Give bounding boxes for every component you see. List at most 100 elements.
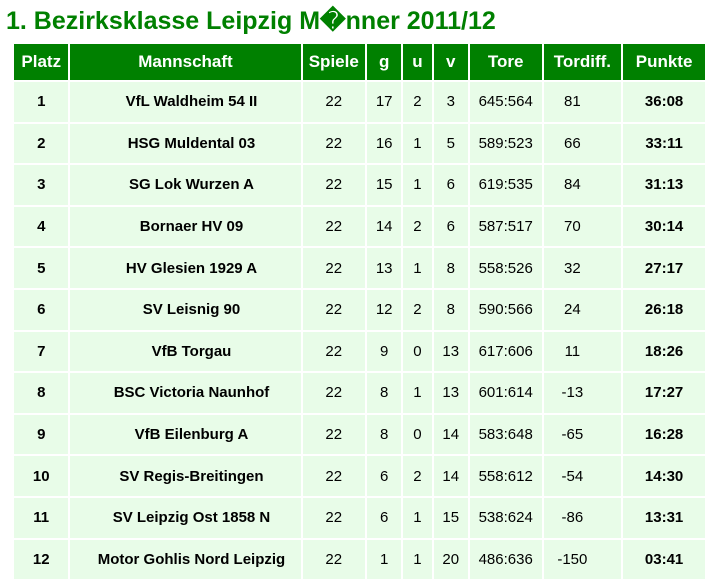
table-row: 5 HV Glesien 1929 A 22 13 1 8 558:526 32 27:17 xyxy=(14,248,705,288)
cell-lost: 3 xyxy=(433,82,468,122)
cell-diff: 84 xyxy=(543,165,622,205)
cell-points: 31:13 xyxy=(623,165,705,205)
header-drawn: u xyxy=(403,44,432,80)
cell-team: VfL Waldheim 54 II xyxy=(70,82,301,122)
table-row: 4 Bornaer HV 09 22 14 2 6 587:517 70 30:14 xyxy=(14,206,705,247)
cell-place: 4 xyxy=(14,206,69,247)
cell-lost: 6 xyxy=(433,165,468,205)
table-row: 1 VfL Waldheim 54 II 22 17 2 3 645:564 81 36:08 xyxy=(14,82,705,122)
table-row: 8 BSC Victoria Naunhof 22 8 1 13 601:614 -13 17:… xyxy=(14,373,705,413)
cell-diff: -150 xyxy=(543,539,622,580)
cell-played: 22 xyxy=(302,289,366,330)
cell-place: 12 xyxy=(14,539,69,580)
cell-won: 8 xyxy=(367,414,402,455)
cell-played: 22 xyxy=(302,248,366,288)
cell-diff: -86 xyxy=(543,497,622,538)
cell-points: 16:28 xyxy=(623,414,705,455)
cell-won: 1 xyxy=(367,539,402,580)
cell-points: 18:26 xyxy=(623,331,705,372)
header-row: Platz Mannschaft Spiele g u v Tore Tordi… xyxy=(14,44,705,80)
cell-points: 03:41 xyxy=(623,539,705,580)
cell-drawn: 2 xyxy=(403,456,432,496)
cell-goals: 619:535 xyxy=(469,165,542,205)
cell-place: 7 xyxy=(14,331,69,372)
cell-drawn: 2 xyxy=(403,206,432,247)
cell-diff: 70 xyxy=(543,206,622,247)
cell-lost: 14 xyxy=(433,414,468,455)
cell-played: 22 xyxy=(302,206,366,247)
cell-goals: 589:523 xyxy=(469,123,542,164)
table-row: 11 SV Leipzig Ost 1858 N 22 6 1 15 538:624 -86 1… xyxy=(14,497,705,538)
cell-team: SG Lok Wurzen A xyxy=(70,165,301,205)
cell-won: 13 xyxy=(367,248,402,288)
cell-drawn: 1 xyxy=(403,123,432,164)
cell-won: 17 xyxy=(367,82,402,122)
cell-goals: 583:648 xyxy=(469,414,542,455)
cell-played: 22 xyxy=(302,165,366,205)
table-row: 7 VfB Torgau 22 9 0 13 617:606 11 18:26 xyxy=(14,331,705,372)
cell-points: 17:27 xyxy=(623,373,705,413)
cell-played: 22 xyxy=(302,373,366,413)
header-place: Platz xyxy=(14,44,69,80)
cell-drawn: 0 xyxy=(403,331,432,372)
cell-drawn: 1 xyxy=(403,165,432,205)
cell-drawn: 2 xyxy=(403,82,432,122)
table-row: 9 VfB Eilenburg A 22 8 0 14 583:648 -65 16:28 xyxy=(14,414,705,455)
table-row: 10 SV Regis-Breitingen 22 6 2 14 558:612 -54 14:… xyxy=(14,456,705,496)
cell-drawn: 0 xyxy=(403,414,432,455)
table-row: 6 SV Leisnig 90 22 12 2 8 590:566 24 26:18 xyxy=(14,289,705,330)
cell-goals: 558:526 xyxy=(469,248,542,288)
cell-team: HSG Muldental 03 xyxy=(70,123,301,164)
cell-points: 26:18 xyxy=(623,289,705,330)
cell-points: 36:08 xyxy=(623,82,705,122)
cell-diff: -13 xyxy=(543,373,622,413)
header-played: Spiele xyxy=(302,44,366,80)
cell-points: 30:14 xyxy=(623,206,705,247)
cell-lost: 5 xyxy=(433,123,468,164)
cell-team: SV Leisnig 90 xyxy=(70,289,301,330)
cell-place: 1 xyxy=(14,82,69,122)
cell-diff: 11 xyxy=(543,331,622,372)
cell-drawn: 2 xyxy=(403,289,432,330)
cell-lost: 8 xyxy=(433,248,468,288)
cell-goals: 587:517 xyxy=(469,206,542,247)
cell-goals: 486:636 xyxy=(469,539,542,580)
cell-diff: 24 xyxy=(543,289,622,330)
cell-played: 22 xyxy=(302,123,366,164)
cell-diff: -54 xyxy=(543,456,622,496)
cell-drawn: 1 xyxy=(403,248,432,288)
cell-goals: 601:614 xyxy=(469,373,542,413)
cell-won: 9 xyxy=(367,331,402,372)
cell-team: Motor Gohlis Nord Leipzig xyxy=(70,539,301,580)
cell-won: 6 xyxy=(367,497,402,538)
cell-team: VfB Eilenburg A xyxy=(70,414,301,455)
cell-drawn: 1 xyxy=(403,497,432,538)
cell-points: 33:11 xyxy=(623,123,705,164)
page-title: 1. Bezirksklasse Leipzig M�nner 2011/12 xyxy=(6,7,496,35)
cell-goals: 590:566 xyxy=(469,289,542,330)
cell-team: VfB Torgau xyxy=(70,331,301,372)
cell-place: 6 xyxy=(14,289,69,330)
cell-won: 15 xyxy=(367,165,402,205)
cell-lost: 15 xyxy=(433,497,468,538)
cell-drawn: 1 xyxy=(403,373,432,413)
cell-diff: 66 xyxy=(543,123,622,164)
cell-lost: 14 xyxy=(433,456,468,496)
cell-won: 16 xyxy=(367,123,402,164)
cell-played: 22 xyxy=(302,331,366,372)
cell-place: 5 xyxy=(14,248,69,288)
cell-diff: -65 xyxy=(543,414,622,455)
cell-won: 8 xyxy=(367,373,402,413)
cell-points: 13:31 xyxy=(623,497,705,538)
cell-lost: 8 xyxy=(433,289,468,330)
cell-diff: 81 xyxy=(543,82,622,122)
cell-place: 3 xyxy=(14,165,69,205)
cell-lost: 6 xyxy=(433,206,468,247)
header-diff: Tordiff. xyxy=(543,44,622,80)
cell-played: 22 xyxy=(302,539,366,580)
table-row: 12 Motor Gohlis Nord Leipzig 22 1 1 20 486:636… xyxy=(14,539,705,580)
header-points: Punkte xyxy=(623,44,705,80)
cell-lost: 13 xyxy=(433,331,468,372)
cell-lost: 20 xyxy=(433,539,468,580)
cell-played: 22 xyxy=(302,497,366,538)
